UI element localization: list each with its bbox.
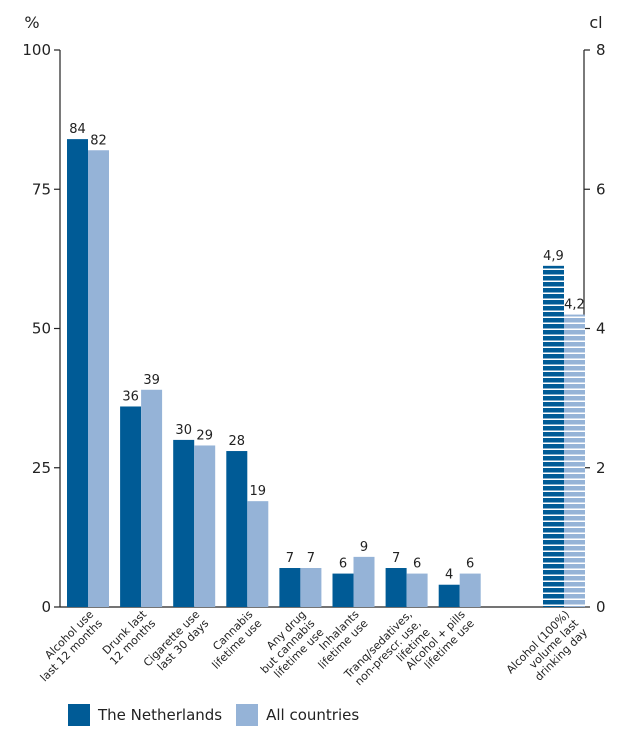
bar xyxy=(120,406,142,607)
bar xyxy=(406,573,428,607)
data-label: 7 xyxy=(286,551,294,566)
legend-label-all-countries: All countries xyxy=(266,706,360,724)
data-label: 19 xyxy=(250,484,267,499)
bar xyxy=(438,584,460,607)
right-tick-label: 6 xyxy=(596,180,606,198)
legend-label-netherlands: The Netherlands xyxy=(98,706,223,724)
bar xyxy=(247,501,269,607)
left-tick-label: 75 xyxy=(32,180,51,198)
legend: The Netherlands All countries xyxy=(68,704,373,726)
data-label: 9 xyxy=(360,540,368,555)
legend-swatch-netherlands xyxy=(68,704,90,726)
bar xyxy=(88,150,109,607)
left-tick-label: 0 xyxy=(41,598,51,616)
data-label: 4,9 xyxy=(543,249,564,264)
category-label: Alcohol (100%)volume lastdrinking day xyxy=(504,607,591,694)
bar xyxy=(173,439,195,607)
bar xyxy=(459,573,481,607)
data-label: 6 xyxy=(339,557,347,572)
data-label: 39 xyxy=(143,373,160,388)
category-label: Cannabislifetime use xyxy=(201,608,265,672)
left-axis-unit: % xyxy=(24,13,39,32)
legend-item-all-countries: All countries xyxy=(236,704,359,726)
bar-right-axis xyxy=(564,314,585,607)
bar xyxy=(300,568,322,607)
category-label: Alcohol uselast 12 months xyxy=(29,608,105,684)
bar xyxy=(67,139,88,607)
data-label: 82 xyxy=(90,133,107,148)
bar xyxy=(194,445,216,607)
left-tick-label: 50 xyxy=(32,320,51,338)
category-label: Cigarette uselast 30 days xyxy=(141,608,212,679)
bar xyxy=(385,568,407,607)
data-label: 29 xyxy=(196,428,213,443)
left-tick-label: 100 xyxy=(22,41,51,59)
bars xyxy=(67,139,585,607)
data-label: 4 xyxy=(445,568,453,583)
data-label: 28 xyxy=(229,434,246,449)
bar xyxy=(332,573,354,607)
right-axis-unit: cl xyxy=(589,13,602,32)
category-label: Any drugbut cannabislifetime use xyxy=(249,608,326,685)
data-label: 6 xyxy=(413,557,421,572)
data-label: 84 xyxy=(69,122,86,137)
data-label: 4,2 xyxy=(564,298,585,313)
left-tick-label: 25 xyxy=(32,459,51,477)
bar xyxy=(279,568,301,607)
data-label: 36 xyxy=(122,389,139,404)
right-tick-label: 8 xyxy=(596,41,606,59)
legend-swatch-all-countries xyxy=(236,704,259,726)
bar-right-axis xyxy=(543,265,564,607)
right-tick-label: 2 xyxy=(596,459,606,477)
right-tick-label: 4 xyxy=(596,320,606,338)
data-label: 7 xyxy=(307,551,315,566)
bar xyxy=(226,451,248,607)
legend-item-netherlands: The Netherlands xyxy=(68,704,222,726)
data-label: 30 xyxy=(175,423,192,438)
data-label: 7 xyxy=(392,551,400,566)
right-tick-label: 0 xyxy=(596,598,606,616)
bar xyxy=(141,389,163,607)
data-label: 6 xyxy=(466,557,474,572)
bar xyxy=(353,556,375,607)
